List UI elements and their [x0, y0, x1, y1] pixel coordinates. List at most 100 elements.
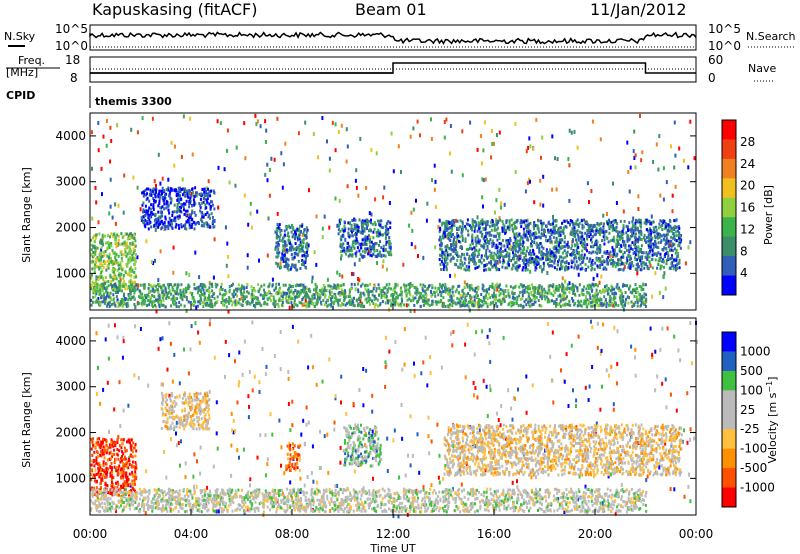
echo-pixel — [188, 220, 191, 223]
echo-pixel — [477, 240, 480, 244]
echo-pixel — [422, 255, 425, 260]
echo-pixel — [547, 228, 549, 232]
echo-pixel — [288, 305, 291, 310]
echo-pixel — [489, 296, 492, 300]
echo-pixel — [490, 155, 493, 160]
echo-pixel — [577, 223, 580, 227]
echo-pixel — [322, 292, 325, 296]
echo-pixel — [157, 152, 160, 157]
echo-pixel — [639, 218, 642, 222]
echo-pixel — [641, 300, 643, 304]
echo-pixel — [459, 293, 462, 298]
echo-pixel — [351, 234, 354, 238]
echo-pixel — [448, 293, 451, 297]
echo-pixel — [114, 285, 117, 289]
echo-pixel — [468, 268, 471, 272]
echo-pixel — [97, 265, 100, 269]
echo-pixel — [119, 261, 122, 265]
echo-pixel — [597, 304, 600, 307]
echo-pixel — [571, 232, 574, 236]
echo-pixel — [284, 250, 287, 254]
echo-pixel — [121, 268, 124, 272]
echo-pixel — [402, 283, 405, 287]
echo-pixel — [289, 295, 292, 299]
echo-pixel — [206, 303, 209, 307]
echo-pixel — [154, 195, 157, 199]
echo-pixel — [476, 234, 479, 238]
echo-pixel — [505, 253, 508, 257]
echo-pixel — [108, 252, 111, 256]
echo-pixel — [438, 230, 441, 234]
echo-pixel — [443, 232, 446, 236]
echo-pixel — [499, 255, 501, 259]
echo-pixel — [328, 295, 331, 299]
echo-pixel — [371, 289, 374, 293]
echo-pixel — [486, 244, 489, 248]
echo-pixel — [117, 254, 120, 258]
echo-pixel — [575, 238, 578, 242]
echo-pixel — [183, 304, 186, 308]
echo-pixel — [314, 287, 317, 291]
echo-pixel — [590, 229, 593, 232]
echo-pixel — [282, 162, 285, 167]
echo-pixel — [670, 235, 673, 239]
echo-pixel — [656, 236, 659, 240]
echo-pixel — [181, 193, 184, 197]
echo-pixel — [518, 248, 521, 252]
echo-pixel — [601, 239, 603, 242]
echo-pixel — [289, 285, 292, 289]
echo-pixel — [578, 258, 581, 262]
echo-pixel — [530, 242, 533, 247]
echo-pixel — [453, 301, 456, 305]
echo-pixel — [613, 221, 616, 225]
echo-pixel — [278, 286, 281, 290]
echo-pixel — [468, 265, 471, 269]
echo-pixel — [498, 233, 501, 237]
echo-pixel — [637, 265, 640, 269]
echo-pixel — [574, 301, 577, 305]
echo-pixel — [439, 239, 442, 243]
echo-pixel — [631, 248, 634, 251]
echo-pixel — [535, 242, 538, 246]
echo-pixel — [416, 301, 419, 305]
echo-pixel — [108, 305, 111, 308]
echo-pixel — [327, 284, 330, 288]
echo-pixel — [199, 296, 202, 300]
echo-pixel — [160, 220, 163, 223]
echo-pixel — [114, 262, 117, 265]
echo-pixel — [246, 253, 249, 258]
echo-pixel — [166, 294, 168, 298]
echo-pixel — [116, 298, 119, 303]
echo-pixel — [641, 294, 644, 298]
echo-pixel — [293, 299, 296, 302]
echo-pixel — [180, 296, 183, 300]
echo-pixel — [589, 227, 592, 231]
echo-pixel — [266, 178, 269, 183]
echo-pixel — [558, 248, 561, 252]
echo-pixel — [296, 229, 299, 233]
echo-pixel — [608, 287, 610, 291]
echo-pixel — [188, 192, 190, 196]
echo-pixel — [558, 283, 561, 287]
echo-pixel — [115, 238, 118, 242]
echo-pixel — [495, 296, 497, 300]
echo-pixel — [163, 202, 166, 206]
echo-pixel — [131, 233, 134, 237]
echo-pixel — [343, 250, 346, 254]
echo-pixel — [349, 303, 352, 307]
echo-pixel — [483, 298, 486, 302]
echo-pixel — [562, 231, 565, 235]
echo-pixel — [386, 250, 389, 254]
echo-pixel — [522, 261, 525, 265]
echo-pixel — [111, 249, 114, 253]
echo-pixel — [532, 289, 535, 293]
echo-pixel — [266, 297, 269, 301]
echo-pixel — [125, 262, 128, 266]
echo-pixel — [410, 285, 413, 288]
echo-pixel — [535, 224, 538, 227]
echo-pixel — [603, 266, 606, 270]
echo-pixel — [556, 263, 559, 267]
echo-pixel — [204, 285, 207, 289]
echo-pixel — [283, 235, 285, 239]
echo-pixel — [132, 247, 135, 251]
